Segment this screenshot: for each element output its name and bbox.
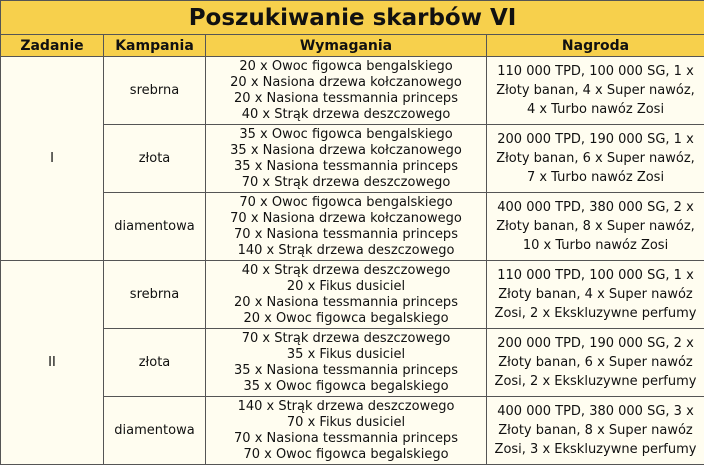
- requirement: 70 x Owoc figowca begalskiego: [243, 446, 449, 462]
- header-cell: Zadanie: [0, 34, 104, 57]
- requirement: 35 x Fikus dusiciel: [286, 346, 406, 362]
- task-row: złota 70 x Strąk drzewa deszczowego 35 x F…: [1, 328, 704, 397]
- requirements: 140 x Strąk drzewa deszczowego 70 x Fikus…: [205, 396, 487, 465]
- reward: 200 000 TPD, 190 000 SG, 1 x Złoty banan…: [485, 124, 704, 193]
- title-row: Poszukiwanie skarbów VI: [0, 0, 704, 35]
- campaign-level: złota: [103, 124, 206, 193]
- header-row: Zadanie Kampania Wymagania Nagroda: [0, 34, 704, 57]
- requirement: 20 x Fikus dusiciel: [286, 278, 406, 294]
- reward: 110 000 TPD, 100 000 SG, 1 x Złoty banan…: [485, 56, 704, 125]
- reward: 400 000 TPD, 380 000 SG, 2 x Złoty banan…: [485, 192, 704, 261]
- requirement: 20 x Nasiona tessmannia princeps: [234, 90, 458, 106]
- requirement: 70 x Strąk drzewa deszczowego: [241, 174, 451, 190]
- header-cell: Nagroda: [485, 34, 704, 57]
- requirements: 20 x Owoc figowca bengalskiego 20 x Nasio…: [205, 56, 487, 125]
- requirement: 20 x Owoc figowca begalskiego: [243, 310, 449, 326]
- requirement: 70 x Nasiona drzewa kołczanowego: [230, 210, 462, 226]
- requirement: 140 x Strąk drzewa deszczowego: [237, 398, 455, 414]
- requirement: 20 x Nasiona tessmannia princeps: [234, 294, 458, 310]
- campaign-level: diamentowa: [103, 192, 206, 261]
- requirement: 70 x Nasiona tessmannia princeps: [234, 226, 458, 242]
- task-row: diamentowa 70 x Owoc figowca bengalskiego…: [1, 192, 704, 261]
- requirement: 70 x Fikus dusiciel: [286, 414, 406, 430]
- requirement: 20 x Owoc figowca bengalskiego: [239, 58, 453, 74]
- requirement: 35 x Nasiona tessmannia princeps: [234, 362, 458, 378]
- reward: 400 000 TPD, 380 000 SG, 3 x Złoty banan…: [485, 396, 704, 465]
- requirement: 35 x Owoc figowca begalskiego: [243, 378, 449, 394]
- table-title: Poszukiwanie skarbów VI: [0, 0, 704, 35]
- requirement: 40 x Strąk drzewa deszczowego: [241, 262, 451, 278]
- campaign-level: srebrna: [103, 260, 206, 329]
- task-name: I: [0, 56, 104, 261]
- requirement: 70 x Nasiona tessmannia princeps: [234, 430, 458, 446]
- requirements: 40 x Strąk drzewa deszczowego 20 x Fikus …: [205, 260, 487, 329]
- task-name: II: [0, 260, 104, 465]
- campaign-level: srebrna: [103, 56, 206, 125]
- requirement: 35 x Owoc figowca bengalskiego: [239, 126, 453, 142]
- campaign-level: złota: [103, 328, 206, 397]
- requirement: 35 x Nasiona drzewa kołczanowego: [230, 142, 462, 158]
- header-cell: Wymagania: [205, 34, 487, 57]
- requirement: 70 x Owoc figowca bengalskiego: [239, 194, 453, 210]
- reward: 200 000 TPD, 190 000 SG, 2 x Złoty banan…: [485, 328, 704, 397]
- reward: 110 000 TPD, 100 000 SG, 1 x Złoty banan…: [485, 260, 704, 329]
- task-row: złota 35 x Owoc figowca bengalskiego 35 x …: [1, 124, 704, 193]
- requirement: 20 x Nasiona drzewa kołczanowego: [230, 74, 462, 90]
- requirement: 70 x Strąk drzewa deszczowego: [241, 330, 451, 346]
- requirement: 35 x Nasiona tessmannia princeps: [234, 158, 458, 174]
- requirement: 140 x Strąk drzewa deszczowego: [237, 242, 455, 258]
- task-row: diamentowa 140 x Strąk drzewa deszczowego…: [1, 396, 704, 465]
- requirement: 40 x Strąk drzewa deszczowego: [241, 106, 451, 122]
- campaign-level: diamentowa: [103, 396, 206, 465]
- requirements: 70 x Strąk drzewa deszczowego 35 x Fikus …: [205, 328, 487, 397]
- task-row: II srebrna 40 x Strąk drzewa deszczowego 20…: [0, 260, 704, 465]
- requirements: 35 x Owoc figowca bengalskiego 35 x Nasio…: [205, 124, 487, 193]
- requirements: 70 x Owoc figowca bengalskiego 70 x Nasio…: [205, 192, 487, 261]
- header-cell: Kampania: [103, 34, 206, 57]
